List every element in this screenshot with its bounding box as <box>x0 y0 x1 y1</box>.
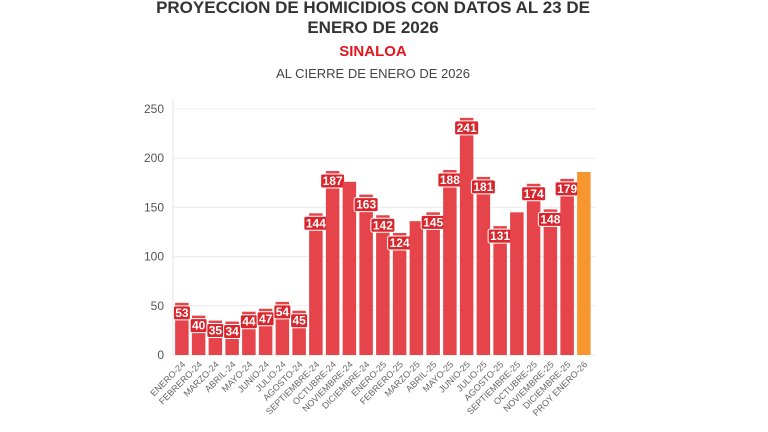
bar <box>459 117 474 355</box>
chart-subtitle-2: AL CIERRE DE ENERO DE 2026 <box>276 66 470 81</box>
data-label: 174 <box>524 187 544 201</box>
bar <box>325 170 340 355</box>
bar <box>526 183 541 355</box>
data-label-bg <box>273 304 292 320</box>
y-tick-label: 100 <box>144 250 164 264</box>
data-label: 35 <box>209 324 223 338</box>
data-label-bg <box>521 186 547 202</box>
bar <box>359 194 373 355</box>
bar <box>342 181 357 355</box>
data-label: 241 <box>457 121 477 135</box>
bar <box>543 209 558 355</box>
data-label: 163 <box>356 198 376 212</box>
bar <box>493 226 507 355</box>
data-label: 53 <box>175 306 189 320</box>
data-label: 144 <box>306 216 326 230</box>
data-label: 148 <box>540 212 560 226</box>
bar <box>577 171 591 355</box>
bar <box>443 170 457 355</box>
data-label-bg <box>172 305 191 321</box>
data-label: 131 <box>490 229 510 243</box>
chart-subtitle: SINALOA <box>339 43 407 60</box>
data-label: 188 <box>440 173 460 187</box>
data-label: 187 <box>323 174 343 188</box>
data-label: 124 <box>390 236 410 250</box>
bar <box>409 221 424 355</box>
y-tick-label: 250 <box>144 102 164 116</box>
data-label: 145 <box>423 215 443 229</box>
bar <box>309 213 323 355</box>
data-label: 34 <box>225 325 239 339</box>
data-label: 142 <box>373 218 393 232</box>
data-label: 45 <box>292 314 306 328</box>
bar <box>560 178 574 355</box>
y-tick-label: 200 <box>144 151 164 165</box>
data-label: 181 <box>473 180 493 194</box>
chart-title-line1: PROYECCION DE HOMICIDIOS CON DATOS AL 23… <box>156 0 590 17</box>
bar <box>426 212 440 355</box>
data-label: 179 <box>557 182 577 196</box>
data-label-bg <box>223 324 242 340</box>
y-tick-label: 0 <box>157 348 164 362</box>
y-tick-label: 50 <box>151 299 165 313</box>
bar <box>392 232 407 355</box>
data-label-bg <box>454 120 480 136</box>
data-label-bg <box>370 217 396 233</box>
data-label-bg <box>353 197 379 213</box>
data-label: 54 <box>276 305 290 319</box>
data-label: 44 <box>242 315 256 329</box>
data-label-bg <box>290 313 309 329</box>
bar <box>376 215 390 355</box>
data-label: 47 <box>259 312 273 326</box>
data-label-bg <box>470 179 496 195</box>
bar <box>510 212 524 355</box>
data-label: 40 <box>192 319 206 333</box>
y-tick-label: 150 <box>144 200 164 214</box>
data-label-bg <box>320 173 346 189</box>
bar <box>476 176 491 355</box>
chart-title-line2: ENERO DE 2026 <box>307 18 439 37</box>
